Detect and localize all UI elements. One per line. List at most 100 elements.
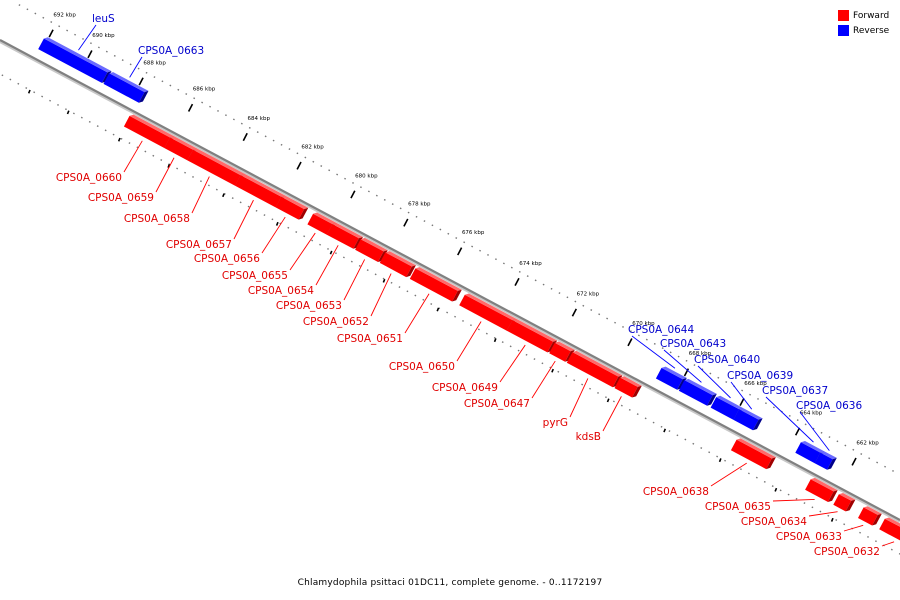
gene-label: CPS0A_0637 bbox=[762, 385, 828, 397]
gene-leader bbox=[343, 259, 366, 301]
ruler-tick bbox=[403, 218, 409, 227]
gene-label: CPS0A_0659 bbox=[88, 192, 154, 204]
gene-block bbox=[879, 518, 900, 541]
gene-leader bbox=[808, 511, 838, 517]
gene-label: CPS0A_0651 bbox=[337, 333, 403, 345]
gene-leader bbox=[155, 157, 175, 193]
gene-block bbox=[710, 397, 740, 420]
ruler-tick-label: 684 kbp bbox=[248, 116, 271, 122]
ruler-tick-lower bbox=[493, 338, 497, 343]
ruler-tick-label: 682 kbp bbox=[301, 145, 324, 151]
gene-label: CPS0A_0636 bbox=[796, 400, 862, 412]
gene-leader bbox=[765, 396, 814, 443]
ruler-tick-label: 680 kbp bbox=[355, 173, 378, 179]
gene-leader bbox=[602, 396, 622, 432]
gene-leader bbox=[456, 321, 482, 362]
ruler-tick-label: 678 kbp bbox=[408, 202, 431, 208]
ruler-tick-label: 676 kbp bbox=[462, 230, 485, 236]
gene-leader bbox=[631, 335, 676, 369]
gene-block-side bbox=[828, 490, 838, 502]
ruler-tick-label: 670 kbp bbox=[632, 321, 655, 327]
backbone-shadow bbox=[0, 40, 900, 523]
gene-block-top bbox=[43, 37, 112, 73]
gene-block bbox=[235, 175, 282, 208]
legend-label-reverse: Reverse bbox=[853, 25, 890, 36]
gene-block-top bbox=[820, 451, 837, 460]
gene-label: CPS0A_0635 bbox=[705, 501, 771, 513]
ruler-tick bbox=[457, 247, 463, 256]
gene-leader bbox=[78, 24, 97, 51]
gene-block bbox=[549, 342, 571, 362]
gene-label: CPS0A_0640 bbox=[694, 354, 760, 366]
gene-leader bbox=[289, 232, 316, 271]
ruler-tick bbox=[48, 29, 54, 38]
ruler-dots-upper bbox=[18, 4, 900, 476]
gene-block-side bbox=[406, 265, 416, 278]
gene-block-side bbox=[452, 289, 462, 302]
gene-label: CPS0A_0644 bbox=[628, 324, 694, 336]
ruler-tick-lower bbox=[382, 278, 386, 283]
gene-leader bbox=[799, 411, 830, 451]
ruler-tick-label: 668 kbp bbox=[689, 351, 712, 357]
ruler-tick-label: 690 kbp bbox=[92, 33, 115, 39]
gene-label: CPS0A_0654 bbox=[248, 285, 314, 297]
backbone bbox=[0, 39, 900, 521]
gene-block-side bbox=[707, 393, 717, 406]
gene-leader bbox=[129, 56, 143, 78]
ruler-tick bbox=[683, 368, 690, 377]
gene-block-top bbox=[464, 293, 517, 321]
gene-block bbox=[326, 224, 359, 249]
gene-label: CPS0A_0643 bbox=[660, 338, 726, 350]
gene-block-top bbox=[736, 438, 776, 459]
gene-block bbox=[38, 38, 108, 83]
ruler-tick-lower bbox=[275, 221, 279, 226]
ruler-tick bbox=[138, 77, 144, 86]
gene-label: CPS0A_0652 bbox=[303, 316, 369, 328]
gene-block bbox=[275, 196, 305, 220]
gene-leader bbox=[531, 360, 556, 399]
gene-label: CPS0A_0663 bbox=[138, 45, 204, 57]
gene-leader bbox=[315, 245, 339, 286]
gene-block-top bbox=[240, 173, 286, 197]
gene-label: CPS0A_0649 bbox=[432, 382, 498, 394]
gene-leader bbox=[569, 378, 589, 418]
gene-label: CPS0A_0653 bbox=[276, 300, 342, 312]
gene-leader bbox=[123, 140, 143, 173]
forward-swatch bbox=[838, 10, 849, 21]
ruler-tick-lower bbox=[27, 89, 31, 94]
gene-label: CPS0A_0632 bbox=[814, 546, 880, 558]
ruler-dots-lower bbox=[0, 73, 900, 555]
gene-block bbox=[833, 494, 852, 512]
gene-leader bbox=[663, 349, 702, 383]
ruler-tick-lower bbox=[606, 398, 610, 403]
gene-block bbox=[103, 73, 145, 103]
gene-label: CPS0A_0650 bbox=[389, 361, 455, 373]
gene-block bbox=[795, 442, 821, 464]
gene-block bbox=[678, 380, 713, 406]
gene-label: CPS0A_0634 bbox=[741, 516, 807, 528]
gene-block-side bbox=[752, 418, 763, 431]
legend-item-reverse: Reverse bbox=[838, 23, 889, 38]
legend-item-forward: Forward bbox=[838, 8, 889, 23]
gene-block-side bbox=[138, 90, 149, 103]
gene-block-side bbox=[845, 499, 856, 512]
ruler-tick-lower bbox=[117, 137, 121, 142]
gene-leader bbox=[881, 541, 895, 547]
ruler-tick bbox=[187, 103, 194, 112]
gene-block-side bbox=[298, 207, 309, 220]
gene-block-top bbox=[620, 376, 642, 387]
gene-block-side bbox=[872, 513, 882, 526]
gene-label: CPS0A_0639 bbox=[727, 370, 793, 382]
gene-label: CPS0A_0658 bbox=[124, 213, 190, 225]
gene-block-top bbox=[129, 114, 175, 138]
gene-block bbox=[187, 149, 241, 186]
gene-leader bbox=[710, 462, 747, 487]
ruler-tick-label: 688 kbp bbox=[143, 60, 166, 66]
ruler-tick bbox=[242, 132, 248, 142]
gene-block-top bbox=[512, 318, 558, 342]
gene-label: kdsB bbox=[576, 431, 601, 443]
gene-block bbox=[123, 115, 171, 149]
ruler-tick-label: 674 kbp bbox=[519, 261, 542, 267]
gene-label: CPS0A_0657 bbox=[166, 239, 232, 251]
